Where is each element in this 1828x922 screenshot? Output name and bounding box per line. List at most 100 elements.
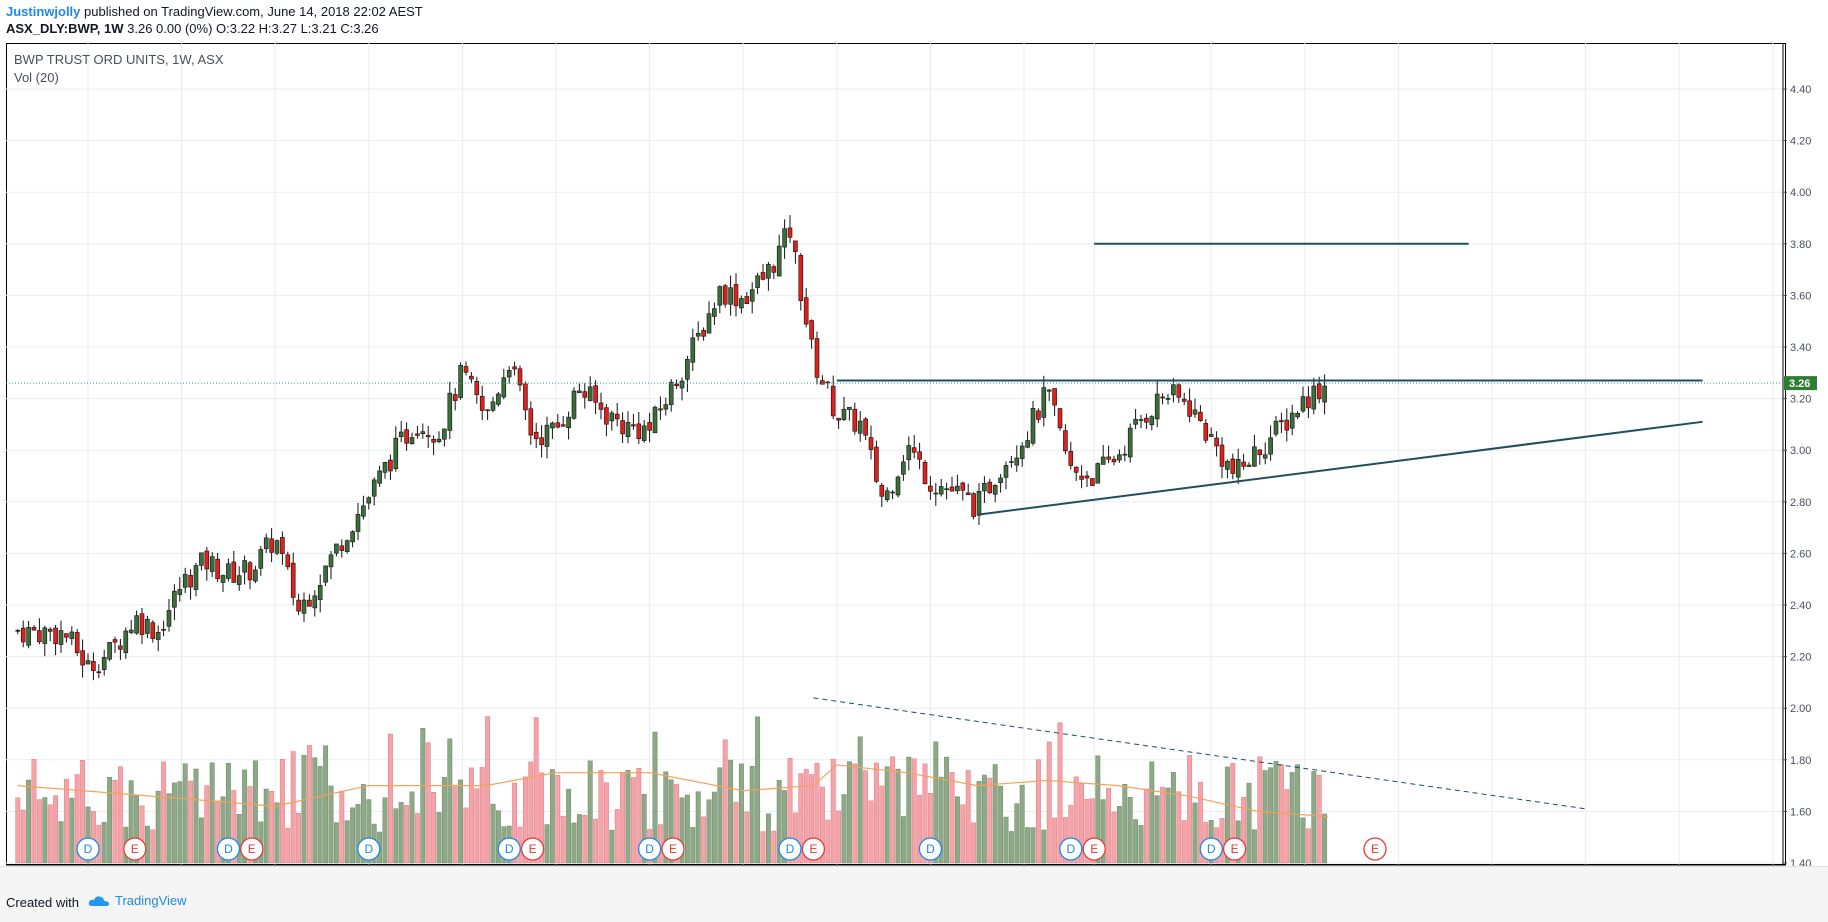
volume-bar (1192, 802, 1198, 864)
volume-bar (533, 717, 539, 864)
candle-body (1046, 389, 1052, 392)
candle-body (339, 545, 345, 551)
candle-body (982, 482, 987, 492)
volume-bar (80, 760, 86, 864)
volume-bar (1197, 781, 1203, 864)
candle-body (614, 413, 620, 420)
event-marker-label: D (1066, 842, 1075, 856)
candle-body (301, 599, 307, 614)
candle-body (85, 660, 91, 665)
candle-body (285, 554, 291, 568)
candle-body (53, 627, 58, 645)
candle-body (820, 380, 825, 385)
volume-bar (231, 790, 237, 864)
candle-body (506, 370, 512, 378)
candle-body (220, 575, 226, 583)
volume-bar (366, 799, 372, 864)
volume-bar (738, 763, 744, 864)
tradingview-logo[interactable]: TradingView (88, 893, 187, 908)
candle-body (874, 446, 879, 482)
candle-body (1252, 446, 1257, 467)
candle-body (906, 445, 912, 461)
volume-bar (344, 820, 350, 864)
candle-body (523, 383, 528, 411)
candle-body (1041, 387, 1047, 418)
candle-body (442, 428, 447, 440)
candle-body (101, 657, 107, 670)
volume-bar (884, 766, 890, 864)
candle-body (1176, 384, 1182, 398)
candle-body (323, 565, 328, 583)
volume-bar (1300, 817, 1306, 864)
candle-body (188, 575, 193, 588)
candle-body (247, 562, 253, 581)
candle-body (1300, 396, 1306, 412)
candle-body (150, 622, 156, 639)
volume-bar (539, 772, 545, 864)
candle-body (134, 615, 139, 634)
volume-bar (814, 762, 820, 864)
candle-body (679, 380, 685, 389)
candle-body (992, 484, 998, 495)
volume-bar (328, 785, 334, 864)
volume-bar (1268, 767, 1274, 864)
volume-bar (1133, 819, 1139, 864)
last-price-badge (1784, 376, 1817, 391)
volume-bar (63, 779, 69, 864)
candle-body (863, 418, 868, 436)
candle-body (388, 459, 393, 472)
volume-bar (749, 765, 755, 864)
candle-body (917, 451, 922, 460)
candle-body (490, 401, 496, 411)
candle-body (998, 477, 1003, 483)
volume-bar (987, 777, 993, 864)
candle-body (901, 461, 906, 475)
candle-body (1208, 434, 1214, 437)
volume-bar (992, 764, 998, 864)
price-tick-label: 4.00 (1790, 187, 1811, 199)
earnings-marker (1363, 837, 1387, 861)
candle-body (658, 408, 663, 411)
volume-bar (522, 776, 528, 864)
volume-bar (447, 738, 453, 864)
candle-body (1246, 464, 1252, 467)
candle-body (64, 633, 69, 638)
candle-body (528, 408, 534, 436)
candle-body (571, 390, 577, 419)
candle-body (641, 425, 647, 441)
event-marker-label: E (248, 842, 256, 856)
event-marker-label: E (809, 842, 817, 856)
event-marker-label: D (786, 842, 795, 856)
candle-body (793, 240, 798, 252)
volume-bar (252, 760, 258, 864)
candle-body (744, 296, 750, 305)
candle-body (123, 630, 129, 654)
candle-body (496, 393, 501, 405)
volume-bar (879, 785, 885, 864)
volume-bar (117, 766, 123, 864)
candle-body (501, 377, 507, 398)
volume-bar (841, 794, 847, 864)
candle-body (620, 420, 625, 435)
volume-bar (393, 808, 399, 864)
volume-bar (706, 799, 712, 864)
candle-body (409, 437, 415, 444)
candle-body (857, 420, 863, 434)
candle-body (949, 486, 955, 492)
candle-body (733, 284, 739, 307)
volume-bar (1160, 786, 1166, 864)
candle-body (312, 595, 318, 609)
volume-bar (927, 793, 933, 864)
candle-body (884, 490, 890, 500)
author-link[interactable]: Justinwjolly (6, 4, 81, 19)
event-marker-label: D (645, 842, 654, 856)
volume-bar (728, 759, 734, 864)
candle-body (782, 228, 787, 248)
candle-body (955, 485, 960, 492)
candle-body (1014, 457, 1020, 466)
candle-body (231, 561, 237, 583)
volume-bar (58, 821, 64, 864)
candle-body (155, 632, 161, 640)
candle-body (728, 287, 733, 305)
